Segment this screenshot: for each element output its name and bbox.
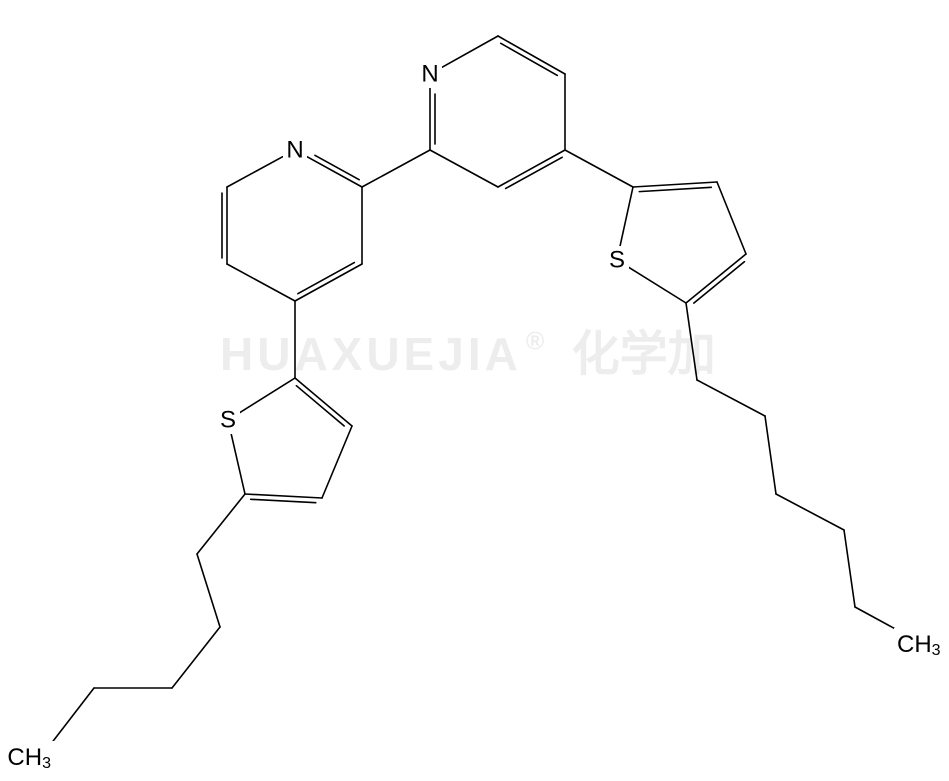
svg-text:S: S — [609, 247, 625, 274]
svg-text:N: N — [421, 61, 438, 88]
atoms-layer: NNSSCH3CH3 — [0, 60, 948, 773]
svg-text:S: S — [220, 407, 236, 434]
chemical-structure-canvas: HUAXUEJIA® 化学加 NNSSCH3CH3 — [0, 0, 949, 781]
bonds-layer — [38, 36, 911, 752]
svg-text:N: N — [286, 137, 303, 164]
